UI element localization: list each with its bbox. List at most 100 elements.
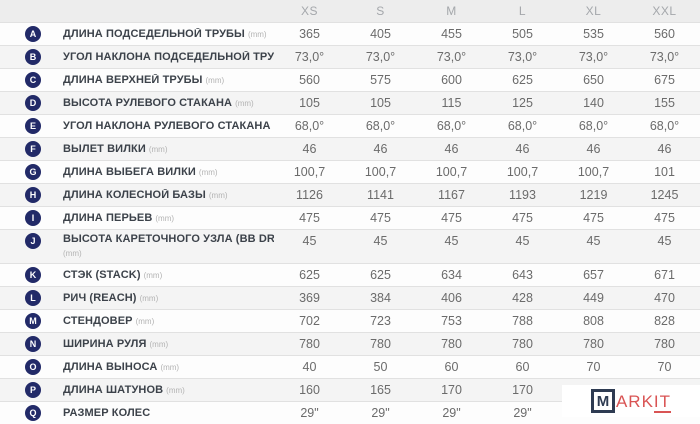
size-value-cell: 46 <box>373 142 388 156</box>
unit-label: (mm) <box>143 270 163 280</box>
size-value-cell: 45 <box>657 234 672 248</box>
unit-label: (mm) <box>148 144 168 154</box>
row-letter-badge: G <box>25 164 41 180</box>
row-letter-badge: A <box>25 26 41 42</box>
row-letter-badge: E <box>25 118 41 134</box>
size-column-header: XS <box>300 4 318 18</box>
size-value-cell: 100,7 <box>435 165 468 179</box>
size-value-cell: 1219 <box>579 188 608 202</box>
size-value-cell: 73,0° <box>294 50 325 64</box>
row-letter-badge: O <box>25 359 41 375</box>
parameter-label: ДЛИНА ШАТУНОВ <box>63 383 164 396</box>
unit-label: (mm) <box>155 213 175 223</box>
unit-label: (mm) <box>63 249 82 258</box>
size-value-cell: 68,0° <box>436 119 467 133</box>
size-value-cell: 575 <box>370 73 391 87</box>
parameter-label: ДЛИНА ВЕРХНЕЙ ТРУБЫ <box>63 73 203 86</box>
row-letter-badge: K <box>25 267 41 283</box>
size-value-cell: 675 <box>654 73 675 87</box>
size-value-cell: 405 <box>370 27 391 41</box>
table-row: K СТЭК (STACK) (mm) 625 625 634 643 657 671 <box>0 263 700 286</box>
size-value-cell: 50 <box>373 360 388 374</box>
size-value-cell: 70 <box>586 360 601 374</box>
table-row: B УГОЛ НАКЛОНА ПОДСЕДЕЛЬНОЙ ТРУБЫ 73,0° 73,… <box>0 45 700 68</box>
parameter-label: ШИРИНА РУЛЯ <box>63 337 147 350</box>
size-value-cell: 155 <box>654 96 675 110</box>
size-column-header: S <box>376 4 385 18</box>
table-row: G ДЛИНА ВЫБЕГА ВИЛКИ (mm) 100,7 100,7 100,7 10… <box>0 160 700 183</box>
size-value-cell: 60 <box>444 360 459 374</box>
table-row: H ДЛИНА КОЛЕСНОЙ БАЗЫ (mm) 1126 1141 1167 1193… <box>0 183 700 206</box>
size-value-cell: 68,0° <box>294 119 325 133</box>
parameter-label: РИЧ (REACH) <box>63 291 137 304</box>
table-row: E УГОЛ НАКЛОНА РУЛЕВОГО СТАКАНА 68,0° 68,0°… <box>0 114 700 137</box>
size-value-cell: 369 <box>299 291 320 305</box>
parameter-label: ДЛИНА ВЫНОСА <box>63 360 158 373</box>
table-row: J ВЫСОТА КАРЕТОЧНОГО УЗЛА (BB DROP) (mm) 45… <box>0 229 700 263</box>
size-value-cell: 105 <box>299 96 320 110</box>
size-value-cell: 100,7 <box>506 165 539 179</box>
size-value-cell: 1167 <box>438 188 465 202</box>
size-value-cell: 100,7 <box>293 165 326 179</box>
size-value-cell: 160 <box>299 383 320 397</box>
size-value-cell: 780 <box>583 337 604 351</box>
row-letter-badge: D <box>25 95 41 111</box>
parameter-label: ДЛИНА КОЛЕСНОЙ БАЗЫ <box>63 188 206 201</box>
size-value-cell: 46 <box>515 142 530 156</box>
size-value-cell: 428 <box>512 291 533 305</box>
size-value-cell: 46 <box>302 142 317 156</box>
size-column-header: M <box>446 4 457 18</box>
size-value-cell: 45 <box>444 234 459 248</box>
size-value-cell: 40 <box>302 360 317 374</box>
parameter-label: ВЫЛЕТ ВИЛКИ <box>63 142 146 155</box>
size-value-cell: 560 <box>299 73 320 87</box>
size-value-cell: 723 <box>370 314 391 328</box>
size-value-cell: 365 <box>299 27 320 41</box>
parameter-label: СТЭК (STACK) <box>63 268 141 281</box>
size-value-cell: 808 <box>583 314 604 328</box>
unit-label: (mm) <box>149 339 169 349</box>
size-value-cell: 449 <box>583 291 604 305</box>
size-value-cell: 46 <box>657 142 672 156</box>
size-value-cell: 535 <box>583 27 604 41</box>
size-value-cell: 455 <box>441 27 462 41</box>
table-row: N ШИРИНА РУЛЯ (mm) 780 780 780 780 780 780 <box>0 332 700 355</box>
markit-logo-text: ARKIT <box>616 391 672 413</box>
size-value-cell: 560 <box>654 27 675 41</box>
size-column-header: L <box>518 4 527 18</box>
size-value-cell: 625 <box>512 73 533 87</box>
size-value-cell: 475 <box>299 211 320 225</box>
size-value-cell: 140 <box>583 96 604 110</box>
row-letter-badge: P <box>25 382 41 398</box>
size-value-cell: 68,0° <box>365 119 396 133</box>
size-value-cell: 73,0° <box>507 50 538 64</box>
table-row: I ДЛИНА ПЕРЬЕВ (mm) 475 475 475 475 475 475 <box>0 206 700 229</box>
size-value-cell: 643 <box>512 268 533 282</box>
size-value-cell: 788 <box>512 314 533 328</box>
table-row: O ДЛИНА ВЫНОСА (mm) 40 50 60 60 70 70 <box>0 355 700 378</box>
size-value-cell: 475 <box>654 211 675 225</box>
size-value-cell: 101 <box>654 165 675 179</box>
unit-label: (mm) <box>139 293 159 303</box>
parameter-label: ВЫСОТА КАРЕТОЧНОГО УЗЛА (BB DROP) <box>63 233 274 245</box>
size-value-cell: 29" <box>513 406 532 420</box>
unit-label: (mm) <box>235 98 254 108</box>
size-value-cell: 73,0° <box>649 50 680 64</box>
markit-logo-text-underlined: IT <box>653 391 672 413</box>
row-letter-badge: L <box>25 290 41 306</box>
size-value-cell: 29" <box>371 406 390 420</box>
markit-logo-m-icon: M <box>590 389 615 413</box>
unit-label: (mm) <box>205 75 225 85</box>
size-value-cell: 105 <box>370 96 391 110</box>
size-value-cell: 100,7 <box>577 165 610 179</box>
parameter-label: ВЫСОТА РУЛЕВОГО СТАКАНА <box>63 96 233 109</box>
parameter-label: УГОЛ НАКЛОНА РУЛЕВОГО СТАКАНА <box>63 119 271 132</box>
size-value-cell: 600 <box>441 73 462 87</box>
size-value-cell: 1245 <box>650 188 679 202</box>
row-letter-badge: C <box>25 72 41 88</box>
size-value-cell: 29" <box>442 406 461 420</box>
unit-label: (mm) <box>198 167 218 177</box>
size-value-cell: 73,0° <box>436 50 467 64</box>
size-value-cell: 625 <box>299 268 320 282</box>
